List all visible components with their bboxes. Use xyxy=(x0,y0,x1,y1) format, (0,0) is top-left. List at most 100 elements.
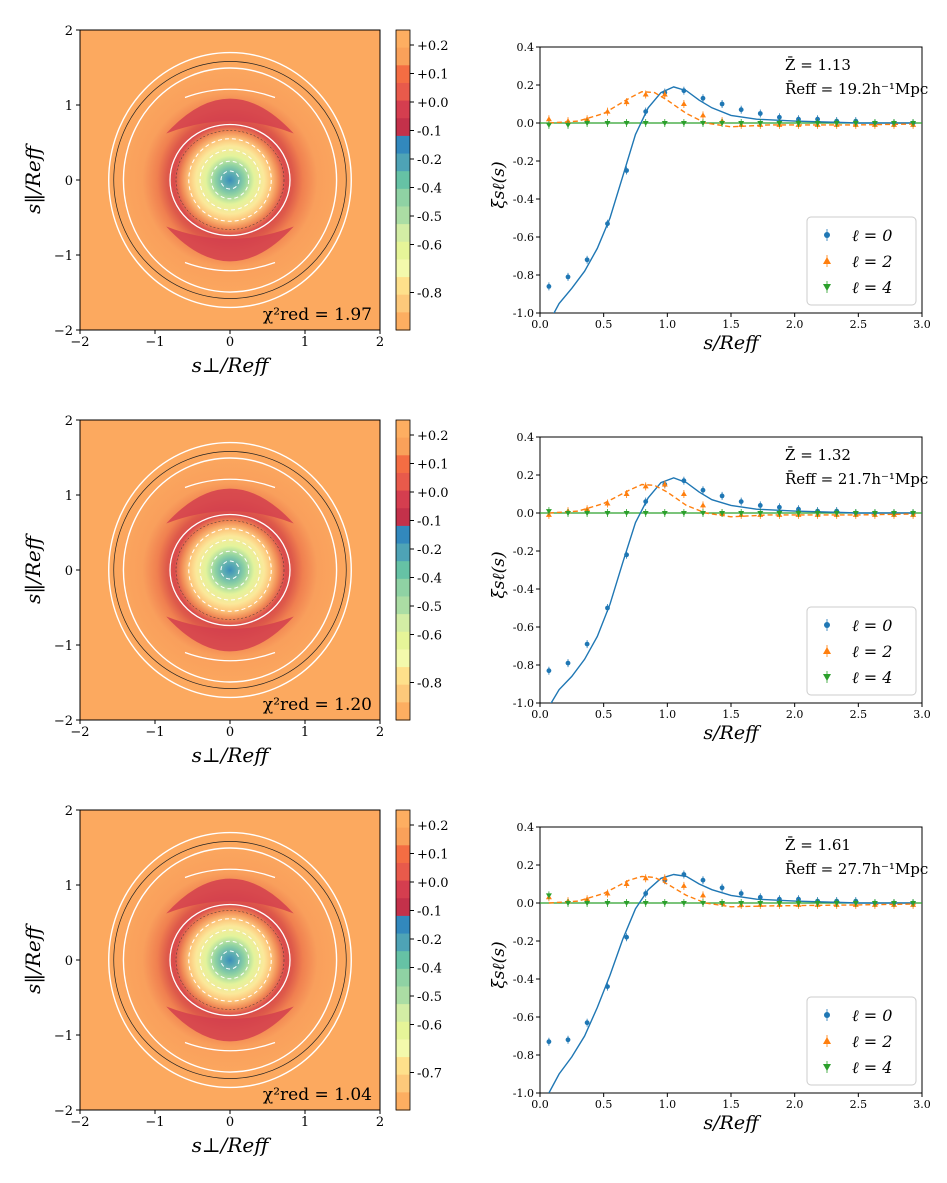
data-point xyxy=(757,111,763,116)
data-point xyxy=(584,257,590,263)
colorbar-tick-label: +0.0 xyxy=(417,486,449,501)
chi2-label: χ²red = 1.20 xyxy=(263,695,372,715)
data-point xyxy=(565,118,572,124)
data-point xyxy=(910,121,917,126)
data-point xyxy=(757,121,764,126)
colorbar-tick-label: -0.5 xyxy=(417,210,442,225)
data-point xyxy=(604,108,611,114)
contour-black-outer xyxy=(113,61,347,299)
data-point xyxy=(738,891,744,896)
colorbar-segment xyxy=(396,420,410,439)
x-tick-label: 1.0 xyxy=(659,318,677,331)
data-point xyxy=(565,660,571,666)
x-tick-label: 3.0 xyxy=(913,318,931,331)
colorbar-segment xyxy=(396,702,410,721)
heatmap-x-label: s⊥/Reff xyxy=(192,1133,273,1157)
y-tick-label: -0.8 xyxy=(513,1049,534,1062)
r-annotation: R̄eff = 21.7h⁻¹Mpc xyxy=(785,470,928,488)
lobe-contour-bottom xyxy=(184,651,276,662)
contour-white-0 xyxy=(108,831,352,1089)
chi2-label: χ²red = 1.04 xyxy=(263,1085,372,1105)
contour-dashed xyxy=(175,910,285,1010)
data-point xyxy=(623,491,630,496)
colorbar-segment xyxy=(396,898,410,917)
legend-label: ℓ = 2 xyxy=(852,642,892,661)
data-point xyxy=(680,101,687,106)
colorbar-segment xyxy=(396,312,410,331)
data-point xyxy=(681,88,687,94)
y-tick-label: -1.0 xyxy=(513,307,534,320)
colorbar-tick-label: +0.1 xyxy=(417,848,449,863)
x-tick-label: 2 xyxy=(376,725,384,740)
y-tick-label: 0 xyxy=(65,564,73,579)
data-point xyxy=(757,894,763,900)
legend-label: ℓ = 2 xyxy=(852,252,892,271)
plot-y-label: ξsℓ(s) xyxy=(489,941,509,988)
y-tick-label: 1 xyxy=(65,879,73,894)
colorbar-segment xyxy=(396,1092,410,1111)
x-tick-label: 2.5 xyxy=(850,708,868,721)
x-tick-label: 0.5 xyxy=(595,708,613,721)
colorbar-segment xyxy=(396,135,410,155)
upper-lobe xyxy=(166,98,294,134)
data-point xyxy=(719,885,725,891)
y-tick-label: 0.0 xyxy=(517,507,535,520)
legend-label: ℓ = 4 xyxy=(852,1058,892,1077)
multipole-panel-2: 0.0 0.5 1.0 1.5 2.0 2.5 3.0 0.4 0.2 0.0 -0.2 -0.4 -0… xyxy=(489,431,931,744)
data-point xyxy=(700,877,706,883)
r-annotation: R̄eff = 27.7h⁻¹Mpc xyxy=(785,860,928,878)
data-point xyxy=(661,481,668,487)
colorbar-frame xyxy=(395,809,411,1111)
data-point xyxy=(814,121,821,126)
data-point xyxy=(833,121,840,126)
y-tick-label: -1.0 xyxy=(513,697,534,710)
colorbar-segment xyxy=(396,153,410,172)
contour-core-2 xyxy=(210,160,250,200)
colorbar-tick-label: +0.2 xyxy=(417,819,449,834)
data-point xyxy=(605,605,610,611)
data-point xyxy=(642,875,649,881)
contour-core-1 xyxy=(199,539,261,601)
colorbar-tick-label: -0.4 xyxy=(417,182,442,197)
data-point xyxy=(545,122,552,128)
data-point xyxy=(565,901,572,906)
y-tick-label: -0.2 xyxy=(513,935,534,948)
lobe-contour-top xyxy=(184,868,276,879)
data-point xyxy=(604,121,611,126)
colorbar-segment xyxy=(396,490,410,509)
y-tick-label: 2 xyxy=(65,24,73,39)
y-tick-label: -0.4 xyxy=(513,193,534,206)
data-point xyxy=(738,511,745,516)
x-tick-label: 3.0 xyxy=(913,1098,931,1111)
data-point xyxy=(680,882,687,888)
x-tick-label: 2.0 xyxy=(786,708,804,721)
heatmap-y-label: s‖/Reff xyxy=(21,922,46,994)
colorbar-segment xyxy=(396,933,410,952)
colorbar-segment xyxy=(396,188,410,208)
colorbar-segment xyxy=(396,294,410,313)
colorbar-segment xyxy=(396,437,410,456)
data-point xyxy=(565,511,572,516)
y-tick-label: −2 xyxy=(54,324,73,339)
z-annotation: Z̄ = 1.61 xyxy=(785,836,851,854)
contour-white-1 xyxy=(122,847,338,1073)
model-line-0 xyxy=(550,477,916,703)
data-point xyxy=(910,901,917,906)
contour-core-3 xyxy=(220,950,240,970)
lower-lobe xyxy=(166,226,294,262)
colorbar-segment xyxy=(396,667,410,686)
data-point xyxy=(776,121,783,126)
colorbar-segment xyxy=(396,1057,410,1076)
data-point xyxy=(719,901,726,906)
contour-white-inner xyxy=(169,513,291,627)
data-point xyxy=(852,511,859,516)
colorbar-segment xyxy=(396,472,410,492)
colorbar-segment xyxy=(396,1074,410,1093)
data-point xyxy=(643,891,649,896)
contour-core-1 xyxy=(199,929,261,991)
data-point xyxy=(890,901,897,906)
data-point xyxy=(623,99,630,105)
heatmap-field xyxy=(108,838,352,1082)
colorbar-segment xyxy=(396,206,410,225)
